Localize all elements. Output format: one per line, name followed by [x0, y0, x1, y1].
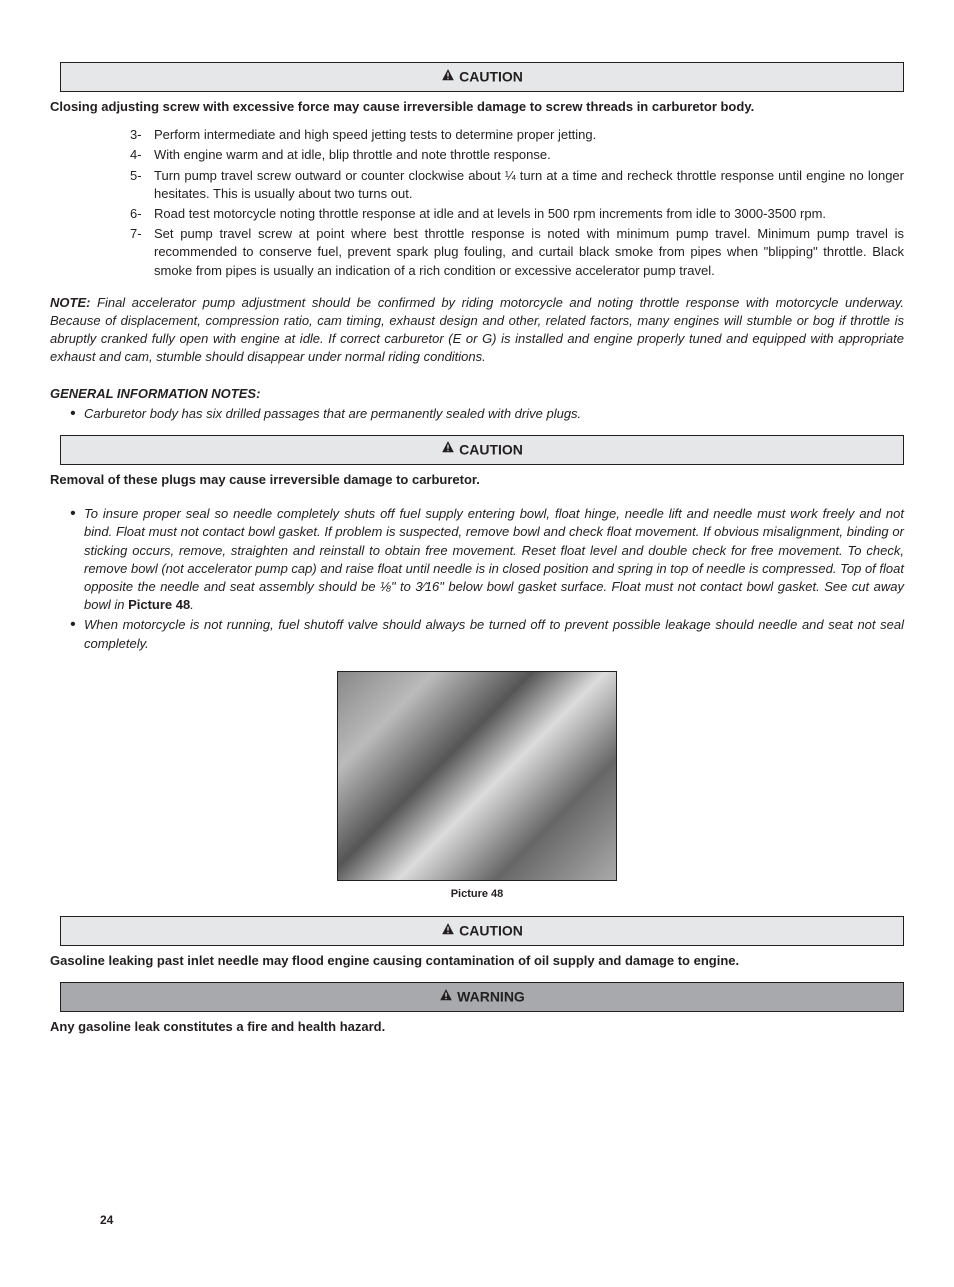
caution-label: CAUTION [459, 923, 523, 939]
caution-label: CAUTION [459, 441, 523, 457]
step-item: 5-Turn pump travel screw outward or coun… [130, 167, 904, 203]
list-item: Carburetor body has six drilled passages… [70, 405, 904, 423]
page-number: 24 [100, 1212, 113, 1229]
step-item: 7-Set pump travel screw at point where b… [130, 225, 904, 280]
warning-triangle-icon [441, 68, 455, 88]
caution-text-3: Gasoline leaking past inlet needle may f… [50, 952, 904, 970]
general-info-heading: GENERAL INFORMATION NOTES: [50, 385, 904, 403]
warning-label: WARNING [457, 989, 525, 1005]
info-bullets: To insure proper seal so needle complete… [50, 505, 904, 653]
caution-box-1: CAUTION [60, 62, 904, 92]
caution-text-2: Removal of these plugs may cause irrever… [50, 471, 904, 489]
picture-48: Picture 48 [50, 671, 904, 902]
warning-triangle-icon [441, 440, 455, 460]
general-info-list: Carburetor body has six drilled passages… [50, 405, 904, 423]
step-item: 3-Perform intermediate and high speed je… [130, 126, 904, 144]
caution-box-2: CAUTION [60, 435, 904, 465]
warning-box: WARNING [60, 982, 904, 1012]
note-label: NOTE: [50, 295, 90, 310]
caution-box-3: CAUTION [60, 916, 904, 946]
list-item: To insure proper seal so needle complete… [70, 505, 904, 614]
picture-48-caption: Picture 48 [50, 887, 904, 902]
caution-text-1: Closing adjusting screw with excessive f… [50, 98, 904, 116]
warning-triangle-icon [439, 988, 453, 1008]
steps-list: 3-Perform intermediate and high speed je… [50, 126, 904, 280]
picture-48-image [337, 671, 617, 881]
step-item: 4-With engine warm and at idle, blip thr… [130, 146, 904, 164]
list-item: When motorcycle is not running, fuel shu… [70, 616, 904, 652]
note-text: Final accelerator pump adjustment should… [50, 295, 904, 365]
step-item: 6-Road test motorcycle noting throttle r… [130, 205, 904, 223]
caution-label: CAUTION [459, 69, 523, 85]
warning-text: Any gasoline leak constitutes a fire and… [50, 1018, 904, 1036]
note-block: NOTE: Final accelerator pump adjustment … [50, 294, 904, 367]
warning-triangle-icon [441, 922, 455, 942]
